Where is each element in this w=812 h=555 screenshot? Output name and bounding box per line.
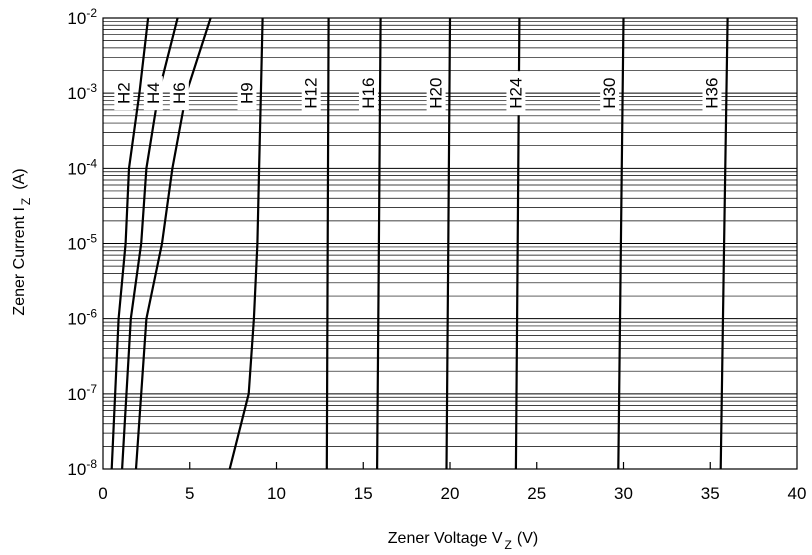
curve-label-h30: H30: [600, 78, 619, 109]
y-axis-label-subscript: Z: [19, 198, 33, 205]
y-tick-label: 10-7: [67, 382, 97, 404]
curve-label-backing: [169, 76, 189, 111]
x-tick-label: 35: [701, 484, 720, 503]
curve-label-h2: H2: [114, 82, 133, 104]
x-axis-label-unit: (V): [517, 530, 538, 547]
curve-label-h4: H4: [144, 82, 163, 104]
y-tick-base: 10: [67, 235, 86, 254]
curve-label-backing: [237, 76, 257, 111]
x-tick-label: 5: [185, 484, 194, 503]
y-tick-base: 10: [67, 385, 86, 404]
curve-label-backing: [143, 76, 163, 111]
curve-label-h24: H24: [506, 78, 525, 109]
y-tick-exponent: -3: [86, 81, 97, 95]
curve-label-backing: [358, 71, 378, 116]
curve-label-backing: [114, 76, 134, 111]
curve-label-layer: H2 H4 H6 H9 H12 H16 H20 H24 H30 H36: [114, 71, 722, 116]
curve-h2: [110, 17, 150, 470]
curve-label-backing: [506, 71, 526, 116]
y-axis-label-unit: (A): [11, 168, 28, 189]
y-tick-exponent: -7: [86, 382, 97, 396]
x-tick-layer: 0 5 10 15 20 25 30 35 40: [98, 462, 806, 503]
y-tick-exponent: -4: [86, 156, 97, 170]
y-tick-label: 10-5: [67, 232, 97, 254]
grid-layer: [103, 21, 797, 470]
curve-label-h6: H6: [170, 82, 189, 104]
y-axis-label: Zener Current I Z (A): [11, 168, 33, 315]
curve-label-h36: H36: [703, 78, 722, 109]
x-tick-label: 20: [441, 484, 460, 503]
y-tick-base: 10: [67, 310, 86, 329]
curve-label-h20: H20: [427, 78, 446, 109]
x-axis-label-main: Zener Voltage V: [388, 530, 503, 547]
y-tick-exponent: -8: [86, 457, 97, 471]
x-tick-label: 30: [614, 484, 633, 503]
curve-layer: [110, 17, 729, 470]
curve-label-h12: H12: [302, 78, 321, 109]
y-tick-base: 10: [67, 84, 86, 103]
y-tick-label: 10-2: [67, 6, 97, 28]
curve-h30: [617, 17, 625, 470]
y-tick-label: 10-3: [67, 81, 97, 103]
x-tick-label: 0: [98, 484, 107, 503]
y-tick-base: 10: [67, 9, 86, 28]
curve-label-backing: [301, 71, 321, 116]
x-tick-label: 10: [267, 484, 286, 503]
y-tick-exponent: -5: [86, 232, 97, 246]
curve-label-backing: [600, 71, 620, 116]
curve-h16: [376, 17, 382, 470]
y-tick-label: 10-4: [67, 156, 97, 178]
x-tick-label: 25: [527, 484, 546, 503]
y-tick-exponent: -2: [86, 6, 97, 20]
y-axis-label-main: Zener Current I: [11, 207, 28, 315]
curve-h20: [445, 17, 452, 470]
curve-label-backing: [426, 71, 446, 116]
curve-h36: [719, 17, 729, 470]
y-tick-label: 10-8: [67, 457, 97, 479]
x-tick-label: 15: [354, 484, 373, 503]
y-tick-base: 10: [67, 159, 86, 178]
curve-label-backing: [702, 71, 722, 116]
x-axis-label-subscript: Z: [505, 538, 512, 552]
y-tick-label: 10-6: [67, 307, 97, 329]
x-axis-label: Zener Voltage V Z (V): [388, 530, 538, 552]
y-tick-base: 10: [67, 460, 86, 479]
y-tick-layer: 10-810-710-610-510-410-310-2: [67, 6, 97, 479]
curve-label-h9: H9: [238, 82, 257, 104]
x-tick-label: 40: [788, 484, 807, 503]
curve-label-h16: H16: [359, 78, 378, 109]
y-tick-exponent: -6: [86, 307, 97, 321]
curve-h9: [228, 17, 264, 470]
curve-h12: [325, 17, 330, 470]
curve-h6: [134, 17, 212, 470]
